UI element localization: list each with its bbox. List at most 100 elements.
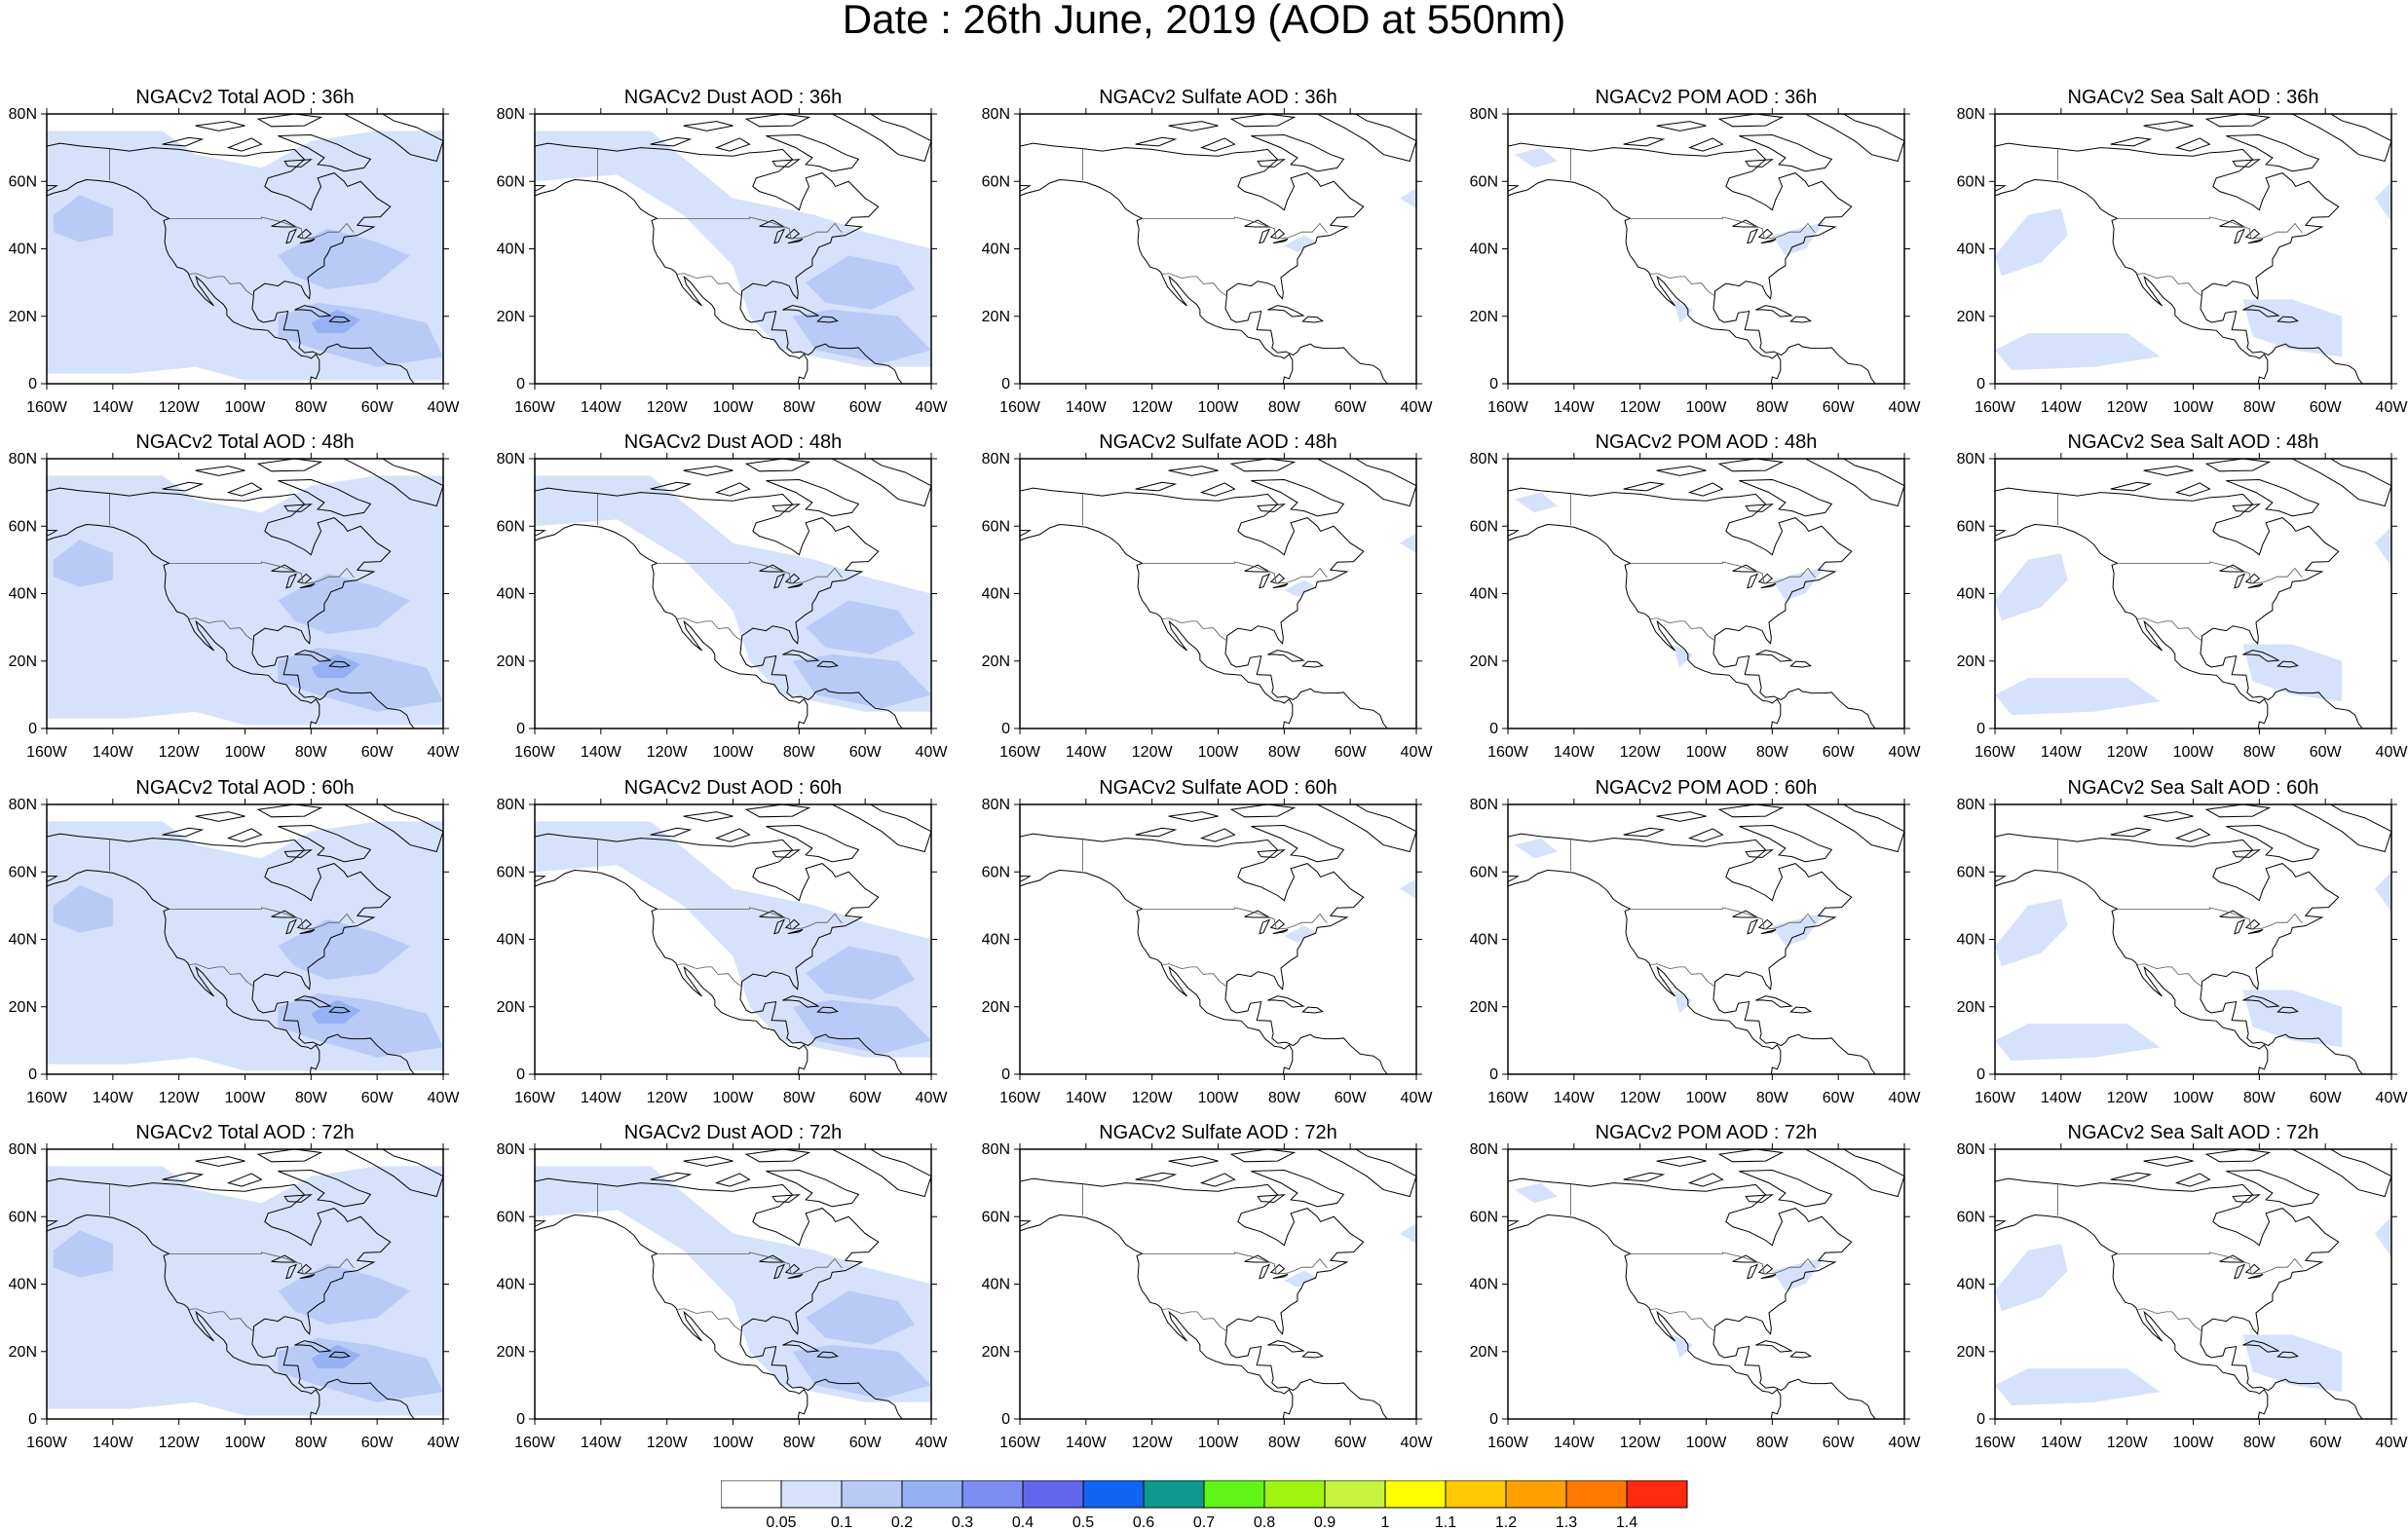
map-frame [1507, 458, 1905, 729]
lon-tick-label: 60W [1823, 1090, 1856, 1106]
lon-tick-label: 80W [783, 744, 816, 761]
lat-tick-label: 80N [497, 1141, 525, 1158]
lon-tick-label: 100W [225, 1435, 267, 1451]
arctic-island [343, 459, 443, 507]
arctic-island [1316, 1149, 1416, 1198]
lon-tick-label: 140W [93, 399, 134, 416]
lon-tick-label: 160W [999, 744, 1041, 761]
arctic-island [1656, 1156, 1707, 1167]
coastline [535, 870, 809, 1074]
arctic-island [1623, 1172, 1666, 1182]
lat-tick-label: 80N [982, 797, 1010, 813]
country-border [169, 561, 355, 584]
island [2276, 1006, 2299, 1014]
map-panel: NGACv2 Sea Salt AOD : 36h 80N 60N 40N 20N 0 16… [1957, 87, 2408, 436]
lat-tick-label: 0 [516, 1411, 525, 1428]
arctic-island [162, 136, 205, 147]
lon-tick-label: 140W [93, 1090, 134, 1106]
panel-title: NGACv2 Dust AOD : 60h [623, 777, 843, 799]
arctic-island [2204, 114, 2272, 128]
coastline [1020, 1177, 1388, 1419]
lat-tick-label: 20N [1470, 653, 1498, 670]
arctic-island [2143, 811, 2194, 822]
aod-plume [1400, 878, 1416, 899]
arctic-island [771, 849, 801, 858]
lon-tick-label: 40W [916, 1435, 949, 1451]
coastline [1508, 870, 1782, 1074]
lat-tick-label: 40N [1957, 1277, 1985, 1293]
great-lake [1272, 582, 1289, 589]
lon-tick-label: 40W [916, 1090, 949, 1106]
arctic-island [1135, 136, 1178, 147]
map-svg: 80N 60N 40N 20N 0 160W 140W 120W 100W 80W 60W 40W [497, 106, 949, 416]
lon-tick-label: 100W [2173, 744, 2215, 761]
colorbar-label: 0.3 [952, 1514, 973, 1531]
lat-tick-label: 80N [1470, 451, 1498, 467]
panel-title: NGACv2 Dust AOD : 72h [623, 1122, 843, 1143]
island [782, 995, 820, 1008]
arctic-island [2226, 1169, 2320, 1208]
lon-tick-label: 100W [1686, 744, 1728, 761]
lon-tick-label: 160W [514, 744, 556, 761]
lon-tick-label: 100W [225, 399, 267, 416]
aod-plume [1673, 1334, 1693, 1359]
map-panel: NGACv2 POM AOD : 36h 80N 60N 40N 20N 0 160W 140… [1470, 87, 1990, 436]
panel-title: NGACv2 Dust AOD : 48h [623, 431, 843, 453]
country-border [1630, 561, 1816, 584]
lat-tick-label: 20N [497, 999, 525, 1016]
lat-tick-label: 60N [9, 518, 37, 535]
arctic-island [1257, 849, 1286, 858]
arctic-island [226, 828, 263, 842]
country-border [1161, 1308, 1228, 1332]
island [328, 1006, 351, 1014]
lon-tick-label: 120W [2107, 399, 2149, 416]
country-border [169, 1251, 355, 1275]
island [1301, 660, 1324, 668]
lon-tick-label: 40W [2376, 744, 2408, 761]
panel-title: NGACv2 POM AOD : 48h [1595, 431, 1818, 453]
colorbar-swatch [1263, 1480, 1326, 1509]
lat-tick-label: 0 [1976, 1411, 1985, 1428]
country-border [188, 617, 255, 642]
lon-tick-label: 100W [1198, 744, 1240, 761]
aod-plume [53, 195, 113, 243]
lon-tick-label: 60W [361, 399, 395, 416]
great-lake [1259, 228, 1271, 244]
lat-tick-label: 80N [497, 106, 525, 123]
colorbar-swatch [1203, 1480, 1265, 1509]
country-border [1142, 907, 1328, 930]
island [816, 1351, 839, 1359]
arctic-island [831, 1149, 931, 1198]
lon-tick-label: 100W [1198, 1090, 1240, 1106]
colorbar-label: 1.4 [1616, 1514, 1637, 1531]
lon-tick-label: 120W [1620, 1435, 1662, 1451]
great-lake [285, 573, 298, 589]
lon-tick-label: 100W [713, 399, 755, 416]
map-svg: 80N 60N 40N 20N 0 160W 140W 120W 100W 80W 60W 40W [9, 797, 461, 1106]
aod-plume [2375, 1216, 2391, 1257]
lon-tick-label: 100W [225, 744, 267, 761]
map-area: 80N 60N 40N 20N 0 160W 140W 120W 100W 80W 60W 40W [1470, 797, 1922, 1106]
map-panel: NGACv2 Sulfate AOD : 36h 80N 60N 40N 20N 0 160… [982, 87, 1502, 436]
arctic-island [226, 137, 263, 152]
island [294, 305, 332, 317]
lon-tick-label: 60W [361, 744, 395, 761]
lat-tick-label: 40N [1470, 1277, 1498, 1293]
lon-tick-label: 100W [2173, 399, 2215, 416]
aod-plume [1772, 912, 1825, 947]
arctic-island [1804, 114, 1904, 163]
country-border [2117, 216, 2303, 240]
island [2242, 650, 2280, 662]
lat-tick-label: 40N [1470, 586, 1498, 603]
coastline [1995, 487, 2363, 728]
arctic-island [278, 824, 372, 863]
aod-plume [278, 302, 443, 367]
colorbar-swatch [1143, 1480, 1205, 1509]
lon-tick-label: 40W [428, 744, 461, 761]
panel-title: NGACv2 Sea Salt AOD : 36h [2067, 87, 2319, 108]
great-lake [1757, 918, 1774, 930]
coastline [1995, 833, 2363, 1074]
great-lake [1747, 228, 1759, 244]
colorbar-swatch [780, 1480, 843, 1509]
arctic-island [278, 133, 372, 172]
